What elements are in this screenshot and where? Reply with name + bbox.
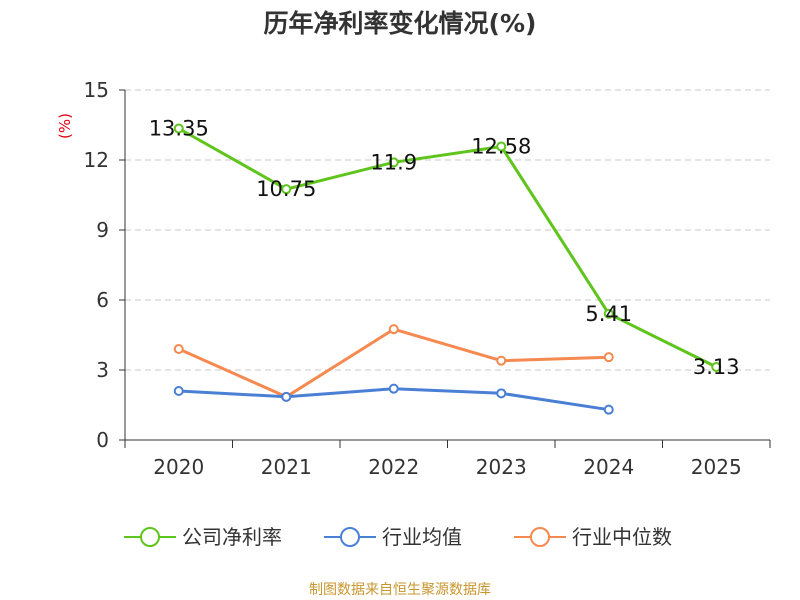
- y-tick-label: 9: [96, 218, 109, 242]
- legend-item-1[interactable]: 行业均值: [324, 525, 462, 549]
- grid-lines: [125, 89, 770, 371]
- legend-label: 行业均值: [382, 525, 462, 549]
- x-tick-label: 2021: [261, 455, 312, 479]
- data-point: [603, 308, 614, 319]
- data-label: 12.58: [471, 134, 531, 158]
- y-tick-label: 12: [84, 148, 109, 172]
- legend-item-0[interactable]: 公司净利率: [124, 525, 282, 549]
- legend-marker: [530, 527, 550, 547]
- y-tick-label: 15: [84, 78, 109, 102]
- data-point: [496, 355, 507, 366]
- x-tick-label: 2024: [583, 455, 634, 479]
- legend-label: 行业中位数: [572, 525, 672, 549]
- source-note: 制图数据来自恒生聚源数据库: [309, 582, 491, 598]
- data-point: [281, 184, 292, 195]
- legend-item-2[interactable]: 行业中位数: [514, 525, 672, 549]
- series-group: [173, 123, 722, 415]
- y-tick-label: 3: [96, 358, 109, 382]
- data-point: [173, 123, 184, 134]
- axes: 0 3 6 9 12 15 2020 2021 2022 2023 2024 2025: [84, 78, 771, 479]
- data-point: [281, 391, 292, 402]
- data-label: 3.13: [693, 355, 740, 379]
- legend-label: 公司净利率: [182, 525, 282, 549]
- chart-title: 历年净利率变化情况(%): [264, 9, 537, 38]
- data-point: [603, 404, 614, 415]
- x-tick-label: 2025: [691, 455, 742, 479]
- data-label: 5.41: [585, 302, 632, 326]
- series-line-0: [178, 127, 717, 369]
- data-point: [711, 361, 722, 372]
- data-labels: 13.35 10.75 11.9 12.58 5.41 3.13: [149, 117, 740, 379]
- data-point: [496, 141, 507, 152]
- data-point: [388, 324, 399, 335]
- data-label: 10.75: [256, 177, 316, 201]
- data-point: [388, 157, 399, 168]
- data-point: [173, 386, 184, 396]
- data-point: [496, 388, 507, 399]
- legend[interactable]: 公司净利率 行业均值 行业中位数: [124, 525, 672, 549]
- y-tick-label: 6: [96, 288, 109, 312]
- x-tick-label: 2022: [368, 455, 419, 479]
- data-point: [173, 344, 184, 354]
- y-tick-label: 0: [96, 428, 109, 452]
- legend-marker: [340, 527, 360, 547]
- x-tick-label: 2020: [153, 455, 204, 479]
- data-point: [603, 352, 614, 363]
- data-point: [388, 383, 399, 394]
- data-label: 11.9: [370, 150, 417, 174]
- y-axis-unit: (%): [56, 113, 74, 139]
- data-label: 13.35: [149, 117, 209, 141]
- legend-marker: [140, 527, 160, 547]
- x-tick-label: 2023: [476, 455, 527, 479]
